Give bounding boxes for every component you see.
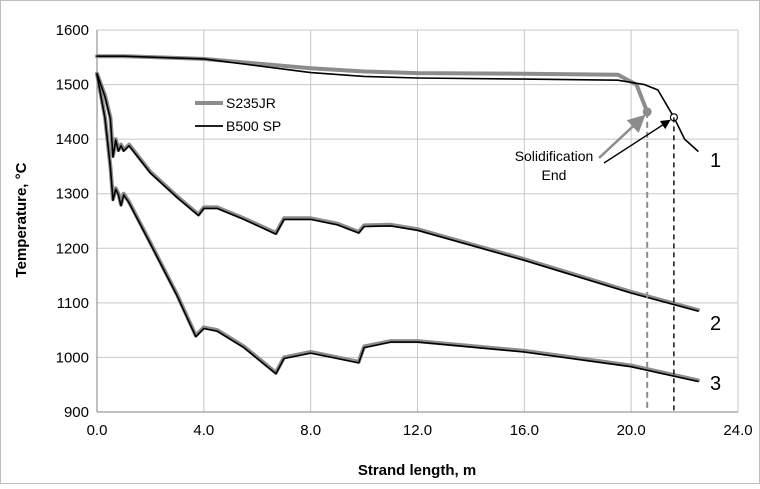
x-tick-label: 24.0 (723, 422, 752, 439)
y-axis-title: Temperature, °C (13, 162, 30, 277)
y-tick-label: 1200 (56, 240, 89, 257)
curve-label-1: 1 (710, 150, 721, 172)
x-tick-label: 20.0 (617, 422, 646, 439)
b500sp-curve-2 (96, 72, 699, 312)
annotation-arrow-b500sp (603, 119, 671, 164)
x-tick-label: 12.0 (403, 422, 432, 439)
annotation-line-2: End (542, 167, 567, 183)
annotation-layer (598, 111, 675, 412)
x-axis-title: Strand length, m (358, 462, 476, 479)
x-tick-label: 8.0 (300, 422, 321, 439)
legend-label-b500sp: B500 SP (226, 118, 281, 134)
legend: S235JR B500 SP (195, 95, 281, 134)
x-tick-label: 4.0 (193, 422, 214, 439)
y-tick-label: 1300 (56, 186, 89, 203)
axis-layer: 0.0 4.0 8.0 12.0 16.0 20.0 24.0 900 1000 1100 1200… (56, 22, 753, 439)
y-tick-label: 1000 (56, 349, 89, 366)
curve-label-2: 2 (710, 313, 721, 335)
b500sp-curve-3 (96, 73, 699, 383)
x-tick-label: 0.0 (87, 422, 108, 439)
y-tick-label: 1600 (56, 22, 89, 39)
series-layer (95, 54, 700, 383)
y-tick-label: 900 (64, 404, 89, 421)
x-tick-label: 16.0 (510, 422, 539, 439)
legend-label-s235jr: S235JR (226, 95, 276, 111)
y-tick-label: 1500 (56, 77, 89, 94)
annotation-arrow-s235jr (598, 114, 646, 159)
curve-label-3: 3 (710, 373, 721, 395)
y-tick-label: 1400 (56, 131, 89, 148)
annotation-line-1: Solidification (515, 148, 594, 164)
y-tick-label: 1100 (57, 295, 89, 312)
